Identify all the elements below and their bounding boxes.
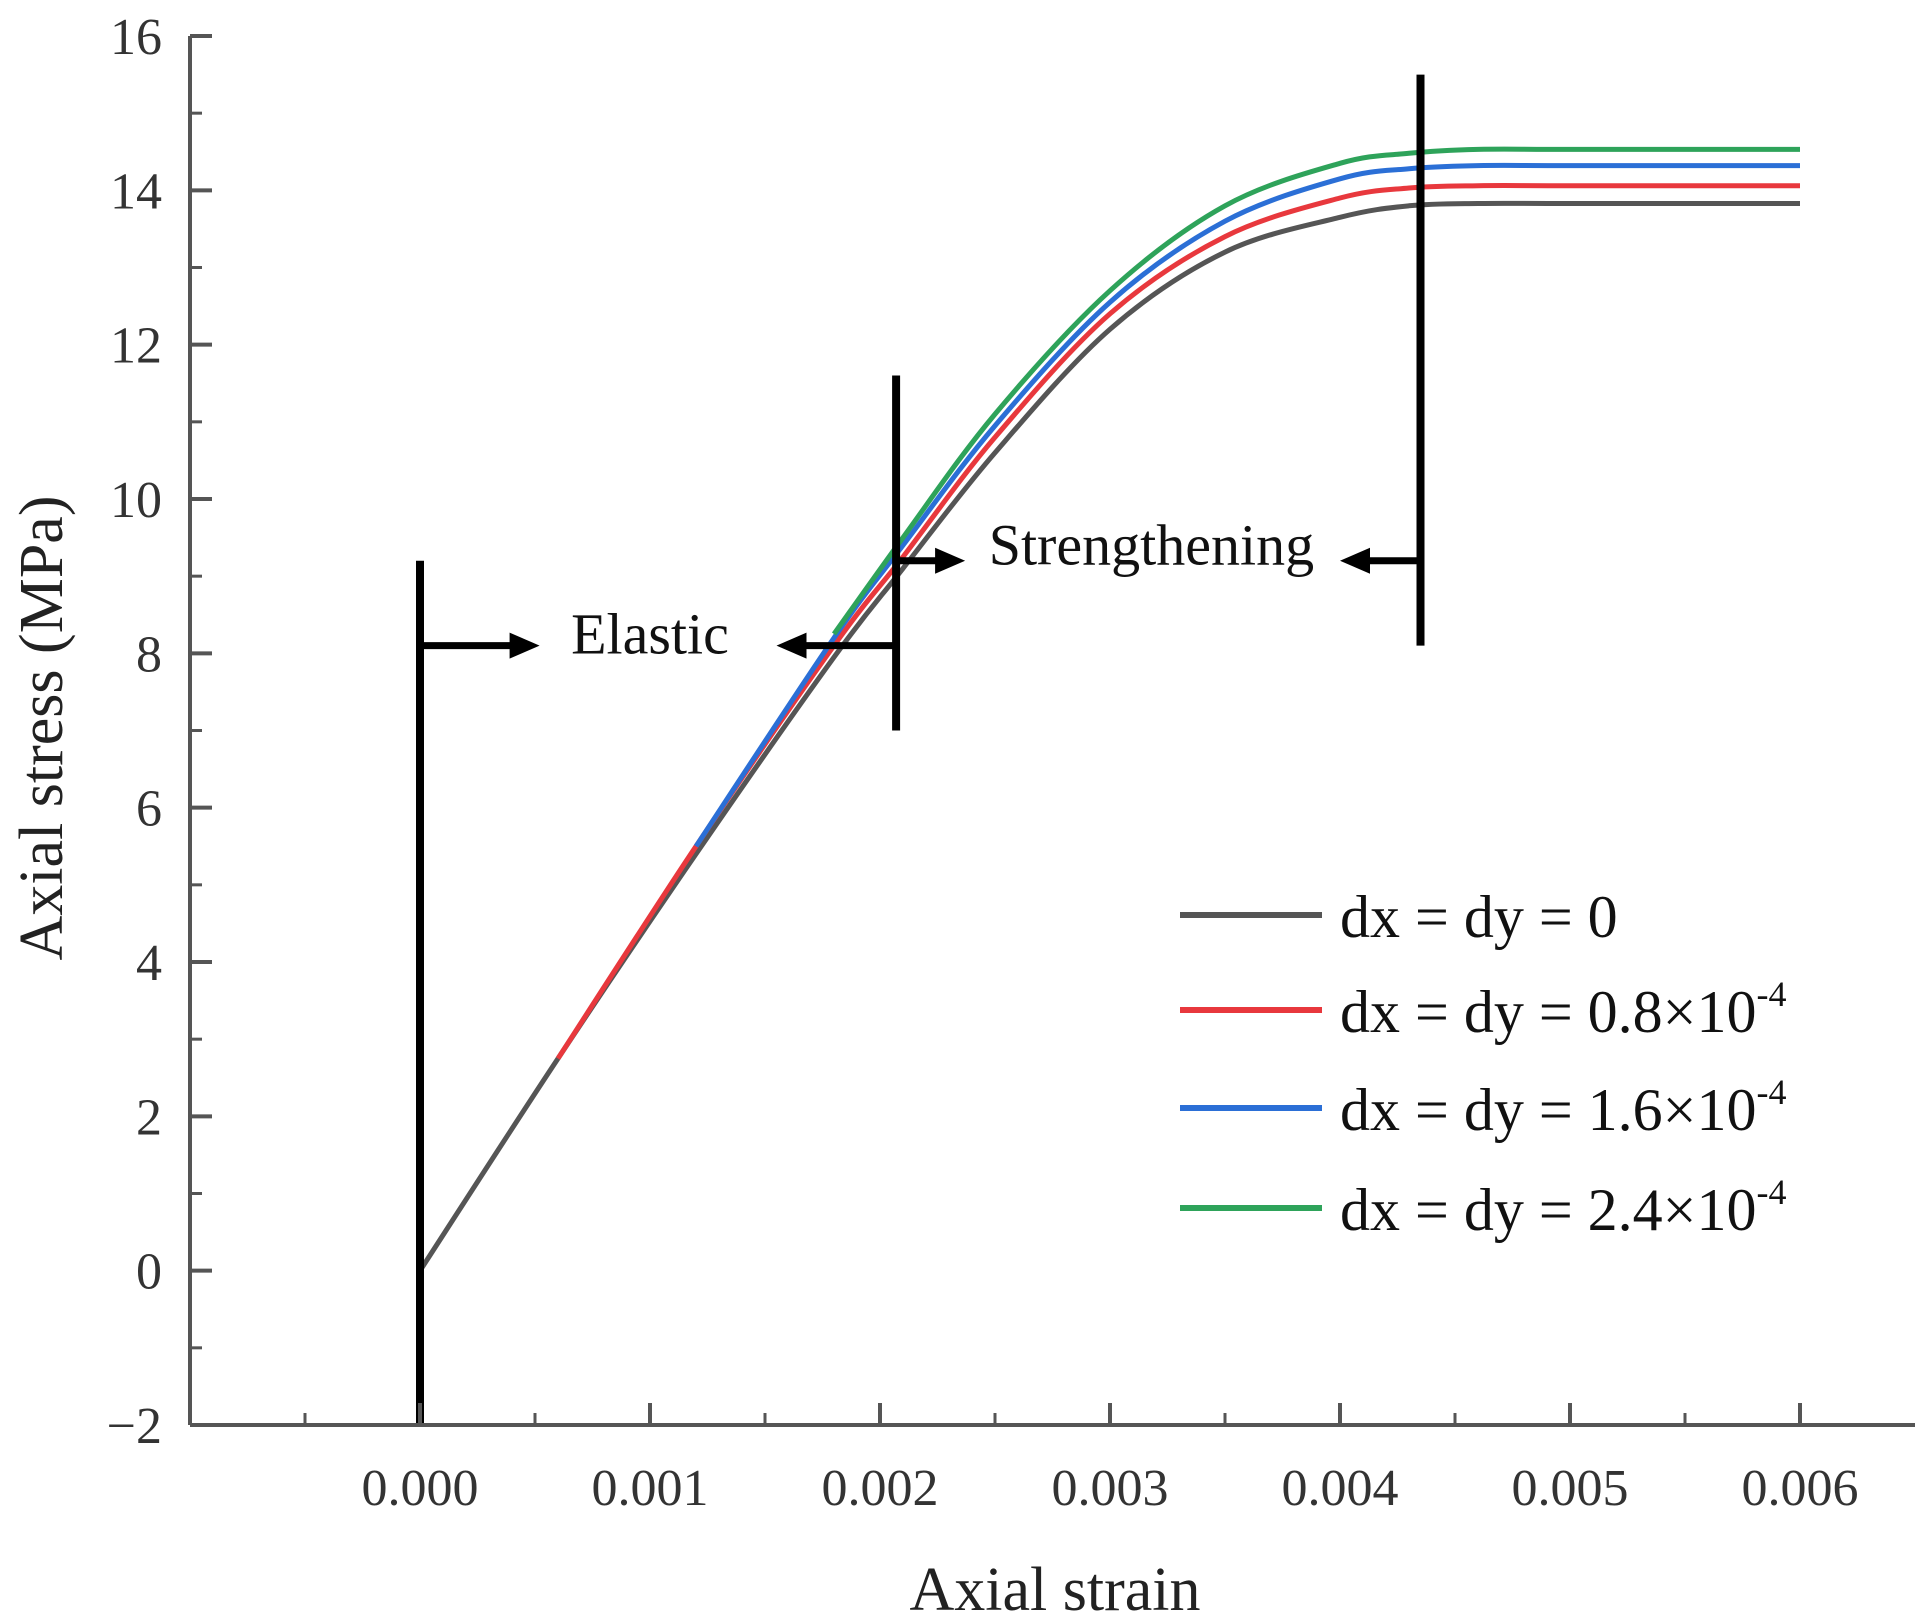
y-tick-label: 4	[136, 935, 162, 992]
plot-lines	[417, 146, 1800, 1273]
y-tick-label: 12	[110, 318, 162, 375]
x-tick-label: 0.005	[1512, 1460, 1629, 1517]
y-tick-label: −2	[107, 1398, 162, 1455]
x-tick-label: 0.004	[1282, 1460, 1399, 1517]
x-tick-label: 0.000	[362, 1460, 479, 1517]
legend-label-series-1: dx = dy = 0.8×10-4	[1340, 974, 1787, 1045]
range-arrow-head-3	[1340, 547, 1370, 574]
annotation-strengthening: Strengthening	[989, 513, 1314, 578]
legend-label-series-3: dx = dy = 2.4×10-4	[1340, 1172, 1787, 1243]
y-tick-label: 2	[136, 1089, 162, 1146]
plot-boundaries	[416, 74, 1425, 1425]
range-arrow-head-1	[776, 632, 807, 659]
plot-labels: −2 0 2 4 6 8 10 12 14 16 0.000 0.001 0.002 0.003 0.004…	[107, 9, 1859, 1517]
x-axis-title: Axial strain	[910, 1556, 1201, 1623]
y-tick-label: 6	[136, 781, 162, 838]
annotation-elastic: Elastic	[571, 601, 729, 666]
x-tick-label: 0.006	[1742, 1460, 1859, 1517]
y-axis-title: Axial stress (MPa)	[8, 496, 76, 961]
series-line-3	[831, 146, 1800, 636]
legend: dx = dy = 0 dx = dy = 0.8×10-4 dx = dy =…	[1180, 884, 1787, 1243]
x-tick-label: 0.002	[822, 1460, 939, 1517]
x-tick-label: 0.003	[1052, 1460, 1169, 1517]
y-tick-label: 0	[136, 1244, 162, 1301]
plot-ticks	[190, 34, 1802, 1427]
series-line-0	[417, 200, 1800, 1273]
range-arrow-head-0	[509, 632, 540, 659]
y-tick-label: 14	[110, 163, 162, 220]
x-tick-label: 0.001	[592, 1460, 709, 1517]
y-tick-label: 16	[110, 9, 162, 66]
legend-label-series-2: dx = dy = 1.6×10-4	[1340, 1072, 1787, 1143]
y-tick-label: 8	[136, 626, 162, 683]
y-tick-label: 10	[110, 472, 162, 529]
range-arrow-head-2	[935, 547, 966, 574]
legend-label-series-0: dx = dy = 0	[1340, 884, 1618, 950]
series-line-2	[693, 162, 1800, 848]
